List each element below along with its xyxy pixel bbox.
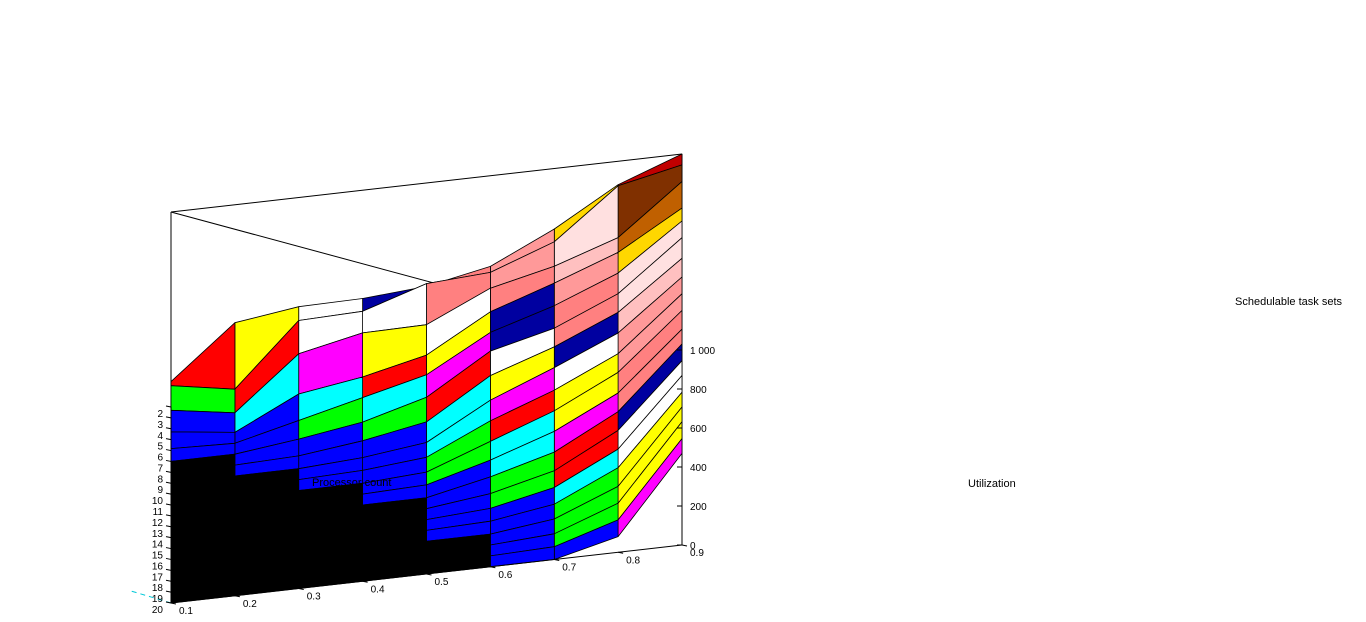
- y-tick-mark: [426, 573, 432, 576]
- x-tick-label: 16: [152, 561, 164, 572]
- x-tick-label: 9: [157, 485, 163, 496]
- y-tick-mark: [618, 551, 624, 554]
- z-tick-label: 800: [690, 385, 707, 396]
- y-tick-label: 0.3: [307, 592, 321, 603]
- x-tick-label: 5: [157, 442, 163, 453]
- y-tick-label: 0.4: [371, 584, 385, 595]
- y-tick-label: 0.9: [690, 548, 704, 559]
- y-tick-label: 0.2: [243, 599, 257, 610]
- x-tick-label: 20: [152, 605, 164, 616]
- x-tick-label: 2: [157, 409, 163, 420]
- x-tick-label: 10: [152, 496, 164, 507]
- x-tick-label: 18: [152, 583, 164, 594]
- x-tick-mark: [165, 568, 172, 571]
- x-tick-label: 6: [157, 453, 163, 464]
- x-tick-mark: [165, 449, 172, 452]
- y-axis-ticks: 0.1 0.2 0.3 0.4 0.5 0.6 0.7 0.8 0.9: [170, 544, 704, 617]
- x-tick-mark: [165, 536, 172, 539]
- x-tick-label: 7: [157, 463, 163, 474]
- y-tick-label: 0.7: [562, 563, 576, 574]
- z-tick-label: 600: [690, 424, 707, 435]
- y-axis-label: Utilization: [968, 478, 1016, 490]
- x-tick-mark: [165, 514, 172, 517]
- y-tick-label: 0.5: [435, 577, 449, 588]
- x-tick-label: 12: [152, 518, 164, 529]
- y-tick-mark: [362, 580, 368, 583]
- z-tick-label: 200: [690, 502, 707, 513]
- z-tick-label: 0: [690, 541, 696, 552]
- x-tick-mark: [165, 492, 172, 495]
- y-tick-mark: [298, 588, 304, 590]
- x-tick-mark: [165, 601, 172, 604]
- x-tick-mark: [165, 590, 172, 593]
- x-tick-mark: [165, 438, 172, 441]
- z-tick-label: 400: [690, 463, 707, 474]
- y-tick-mark: [681, 544, 688, 547]
- x-axis-label: Processor count: [312, 477, 391, 489]
- x-tick-mark: [165, 503, 172, 506]
- x-tick-label: 4: [157, 431, 163, 442]
- y-tick-mark: [490, 566, 496, 569]
- z-tick-label: 1 000: [690, 346, 715, 357]
- y-tick-label: 0.8: [626, 555, 640, 566]
- x-tick-mark: [165, 481, 172, 484]
- y-tick-mark: [170, 602, 177, 605]
- surface-patch: [170, 409, 236, 433]
- x-tick-label: 13: [152, 529, 164, 540]
- x-tick-mark: [165, 459, 172, 462]
- x-tick-mark: [165, 416, 172, 419]
- x-tick-label: 14: [152, 540, 164, 551]
- x-tick-mark: [165, 470, 172, 473]
- y-tick-mark: [234, 595, 240, 598]
- box-top-back-left: [170, 153, 683, 213]
- x-tick-label: 8: [157, 474, 163, 485]
- y-tick-mark: [554, 559, 560, 561]
- x-tick-label: 11: [153, 507, 164, 518]
- y-tick-label: 0.1: [179, 606, 193, 617]
- surface-patch: [170, 322, 236, 390]
- x-tick-mark: [165, 579, 172, 582]
- x-tick-label: 3: [157, 420, 163, 431]
- y-tick-label: 0.6: [498, 570, 512, 581]
- z-axis-label: Schedulable task sets: [1235, 296, 1343, 308]
- surface-plot: [170, 153, 683, 604]
- x-tick-mark: [165, 427, 172, 430]
- x-tick-label: 15: [152, 551, 164, 562]
- x-tick-mark: [165, 525, 172, 528]
- x-tick-label: 17: [152, 572, 164, 583]
- z-axis-ticks: 0 200 400 600 800 1 000: [677, 346, 715, 552]
- x-tick-mark: [165, 557, 172, 560]
- x-tick-label: 19: [152, 594, 164, 605]
- surface-patch: [362, 283, 427, 334]
- x-tick-mark: [165, 547, 172, 550]
- surface-patch: [170, 385, 236, 414]
- x-tick-mark: [165, 405, 172, 408]
- hidden-right-stub: [130, 590, 172, 604]
